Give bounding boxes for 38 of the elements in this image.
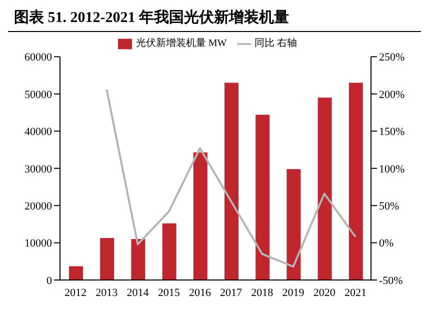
- x-tick-label: 2018: [251, 286, 274, 299]
- bar: [256, 114, 270, 280]
- bar: [193, 152, 208, 280]
- bar: [100, 238, 114, 280]
- bar: [224, 82, 238, 280]
- bar: [286, 169, 301, 280]
- y2-tick-label: 100%: [379, 163, 405, 176]
- y2-tick-label: -50%: [379, 274, 403, 287]
- x-tick-label: 2015: [158, 286, 180, 299]
- y2-tick-label: 50%: [379, 200, 400, 212]
- y-tick-label: 40000: [24, 126, 52, 138]
- y2-tick-label: 0%: [379, 238, 394, 250]
- x-tick-label: 2017: [220, 286, 243, 299]
- y-tick-label: 0: [46, 274, 52, 287]
- x-tick-label: 2021: [344, 286, 366, 299]
- y-tick-label: 60000: [24, 52, 52, 64]
- y2-tick-label: 200%: [379, 88, 405, 101]
- x-tick-label: 2019: [282, 286, 305, 299]
- x-tick-label: 2014: [126, 286, 150, 299]
- y-tick-label: 50000: [24, 88, 52, 101]
- legend-label: 同比 右轴: [254, 38, 298, 49]
- bar: [318, 98, 332, 280]
- x-tick-label: 2013: [96, 286, 118, 299]
- bar: [162, 223, 176, 280]
- legend-label: 光伏新增装机量 MW: [136, 38, 227, 49]
- x-tick-label: 2020: [313, 286, 336, 299]
- x-tick-label: 2012: [64, 286, 87, 299]
- y-tick-label: 30000: [24, 163, 52, 176]
- y2-tick-label: 250%: [379, 52, 405, 64]
- bar: [69, 266, 83, 280]
- y2-tick-label: 150%: [379, 126, 405, 138]
- bar: [131, 239, 146, 280]
- y-tick-label: 10000: [24, 238, 52, 250]
- x-tick-label: 2016: [188, 286, 212, 299]
- y-tick-label: 20000: [24, 200, 52, 212]
- chart-title: 图表 51. 2012-2021 年我国光伏新增装机量: [8, 8, 421, 32]
- bar: [348, 82, 363, 280]
- line-series: [106, 88, 356, 268]
